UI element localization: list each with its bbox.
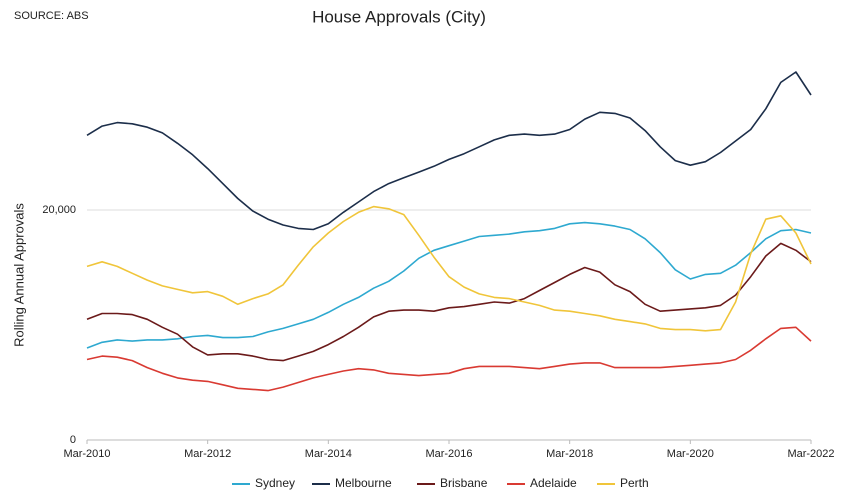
x-tick-label: Mar-2014 <box>305 448 352 460</box>
y-tick-label: 20,000 <box>42 204 76 216</box>
y-tick-label: 0 <box>70 434 76 446</box>
legend-label: Perth <box>620 476 649 490</box>
legend-label: Brisbane <box>440 476 488 490</box>
series-line <box>86 71 812 231</box>
legend-label: Melbourne <box>335 476 392 490</box>
y-axis-label: Rolling Annual Approvals <box>11 203 26 347</box>
x-tick-label: Mar-2010 <box>63 448 110 460</box>
series-line <box>86 326 812 392</box>
x-tick-label: Mar-2020 <box>667 448 714 460</box>
chart-title: House Approvals (City) <box>312 7 486 26</box>
legend-label: Sydney <box>255 476 295 490</box>
series-line <box>86 242 812 362</box>
source: SOURCE: ABS <box>14 10 89 22</box>
x-tick-label: Mar-2012 <box>184 448 231 460</box>
legend-label: Adelaide <box>530 476 577 490</box>
x-tick-label: Mar-2018 <box>546 448 593 460</box>
series-line <box>86 205 812 332</box>
x-tick-label: Mar-2022 <box>787 448 834 460</box>
x-tick-label: Mar-2016 <box>425 448 472 460</box>
series-line <box>86 221 812 349</box>
